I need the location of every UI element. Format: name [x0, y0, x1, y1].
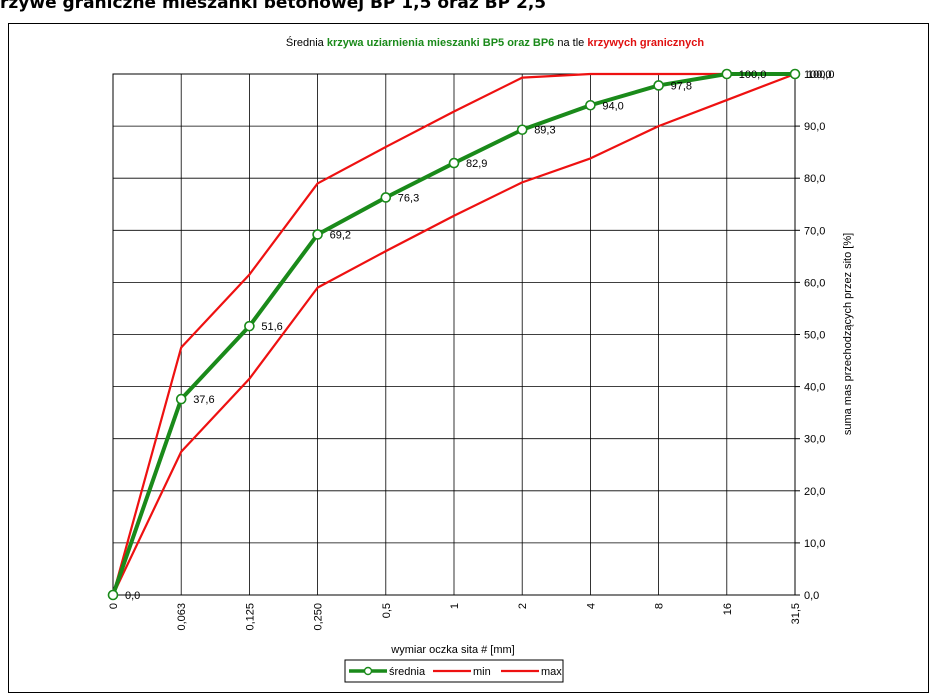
- y-tick-label: 0,0: [804, 590, 819, 602]
- chart-title-part-0: Średnia: [286, 36, 327, 49]
- series-layer: [107, 68, 801, 601]
- data-label: 100,0: [807, 69, 835, 81]
- data-label: 51,6: [261, 321, 282, 333]
- x-axis-title: wymiar oczka sita # [mm]: [390, 644, 514, 656]
- chart-title-part-3: krzywych granicznych: [587, 37, 704, 49]
- x-tick-label: 2: [517, 603, 529, 609]
- data-label: 69,2: [330, 229, 351, 241]
- legend-label-średnia: średnia: [389, 666, 426, 678]
- x-tick-label: 0,5: [381, 603, 393, 618]
- x-tick-label: 31,5: [790, 603, 802, 624]
- data-label: 0,0: [125, 590, 140, 602]
- y-tick-label: 50,0: [804, 330, 825, 342]
- legend-marker-średnia: [363, 666, 373, 676]
- x-tick-label: 0,125: [244, 603, 256, 631]
- x-tick-label: 0,250: [313, 603, 325, 631]
- data-label: 82,9: [466, 158, 487, 170]
- series-point-srednia: [312, 229, 323, 240]
- series-line-max: [111, 72, 795, 596]
- chart-title-part-1: krzywa uziarnienia mieszanki BP5 oraz BP…: [327, 37, 554, 49]
- data-label: 89,3: [534, 125, 555, 137]
- data-label: 76,3: [398, 192, 419, 204]
- x-tick-label: 1: [449, 603, 461, 609]
- y-tick-label: 60,0: [804, 277, 825, 289]
- y-tick-label: 20,0: [804, 486, 825, 498]
- legend-label-min: min: [473, 666, 491, 678]
- x-tick-label: 16: [722, 603, 734, 615]
- page-heading: rzywe graniczne mieszanki betonowej BP 1…: [0, 0, 547, 13]
- y-tick-label: 70,0: [804, 225, 825, 237]
- x-tick-label: 4: [585, 603, 597, 609]
- series-point-srednia: [107, 589, 119, 601]
- data-label: 97,8: [671, 80, 692, 92]
- x-tick-label: 0,063: [176, 603, 188, 631]
- y-tick-label: 10,0: [804, 538, 825, 550]
- data-labels: 0,0 37,6 51,6 69,2 76,3 82,9 89,3 94,0 97,8 100,0…: [125, 69, 835, 602]
- series-point-srednia: [721, 68, 733, 80]
- y-tick-label: 40,0: [804, 382, 825, 394]
- series-point-srednia: [653, 80, 664, 91]
- data-label: 94,0: [602, 100, 623, 112]
- series-point-srednia: [789, 68, 801, 80]
- y-axis-title: suma mas przechodzących przez sito [%]: [842, 233, 854, 435]
- series-point-srednia: [244, 320, 255, 332]
- data-label: 37,6: [193, 394, 214, 406]
- series-point-srednia: [175, 393, 187, 405]
- y-tick-label: 100,0: [804, 69, 832, 81]
- chart-title-part-2: na tle: [554, 37, 587, 49]
- data-label: 100,0: [739, 69, 767, 81]
- series-point-srednia: [516, 124, 528, 136]
- chart-title: Średnia krzywa uziarnienia mieszanki BP5…: [286, 36, 705, 49]
- legend-label-max: max: [541, 666, 562, 678]
- series-line-min: [112, 72, 796, 596]
- y-tick-label: 90,0: [804, 121, 825, 133]
- y-tick-label: 30,0: [804, 434, 825, 446]
- chart-legend: średnia min max: [344, 659, 564, 683]
- x-tick-label: 0: [108, 603, 120, 609]
- series-point-srednia: [585, 99, 596, 111]
- chart-frame: [8, 23, 929, 693]
- y-tick-label: 80,0: [804, 173, 825, 185]
- series-point-srednia: [380, 192, 392, 203]
- plot-grid: [112, 73, 800, 596]
- axis-labels: 0 0,063 0,125 0,250 0,5 1 2 4 8 16 31,50,010,020,0…: [108, 69, 832, 631]
- x-tick-label: 8: [654, 603, 666, 609]
- series-point-srednia: [448, 157, 460, 169]
